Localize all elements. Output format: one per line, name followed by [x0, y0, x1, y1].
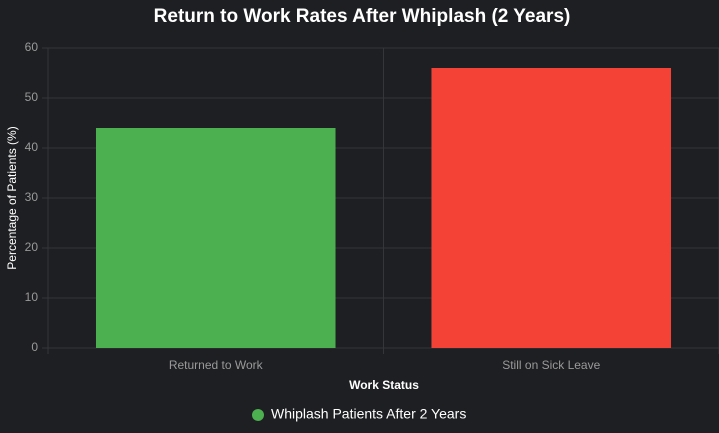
y-tick-label: 50 — [25, 90, 39, 104]
x-tick-label: Returned to Work — [169, 358, 264, 372]
legend-marker — [252, 409, 264, 421]
bar — [431, 68, 672, 348]
y-tick-label: 60 — [25, 40, 39, 54]
legend-label: Whiplash Patients After 2 Years — [271, 406, 466, 422]
chart-title: Return to Work Rates After Whiplash (2 Y… — [154, 6, 571, 27]
y-tick-label: 10 — [25, 290, 39, 304]
x-tick-label: Still on Sick Leave — [502, 358, 600, 372]
bar — [95, 128, 336, 348]
y-tick-label: 40 — [25, 140, 39, 154]
x-axis-label: Work Status — [349, 378, 419, 392]
y-axis-label: Percentage of Patients (%) — [5, 126, 19, 269]
y-tick-label: 30 — [25, 190, 39, 204]
y-tick-label: 0 — [31, 340, 38, 354]
y-tick-label: 20 — [25, 240, 39, 254]
